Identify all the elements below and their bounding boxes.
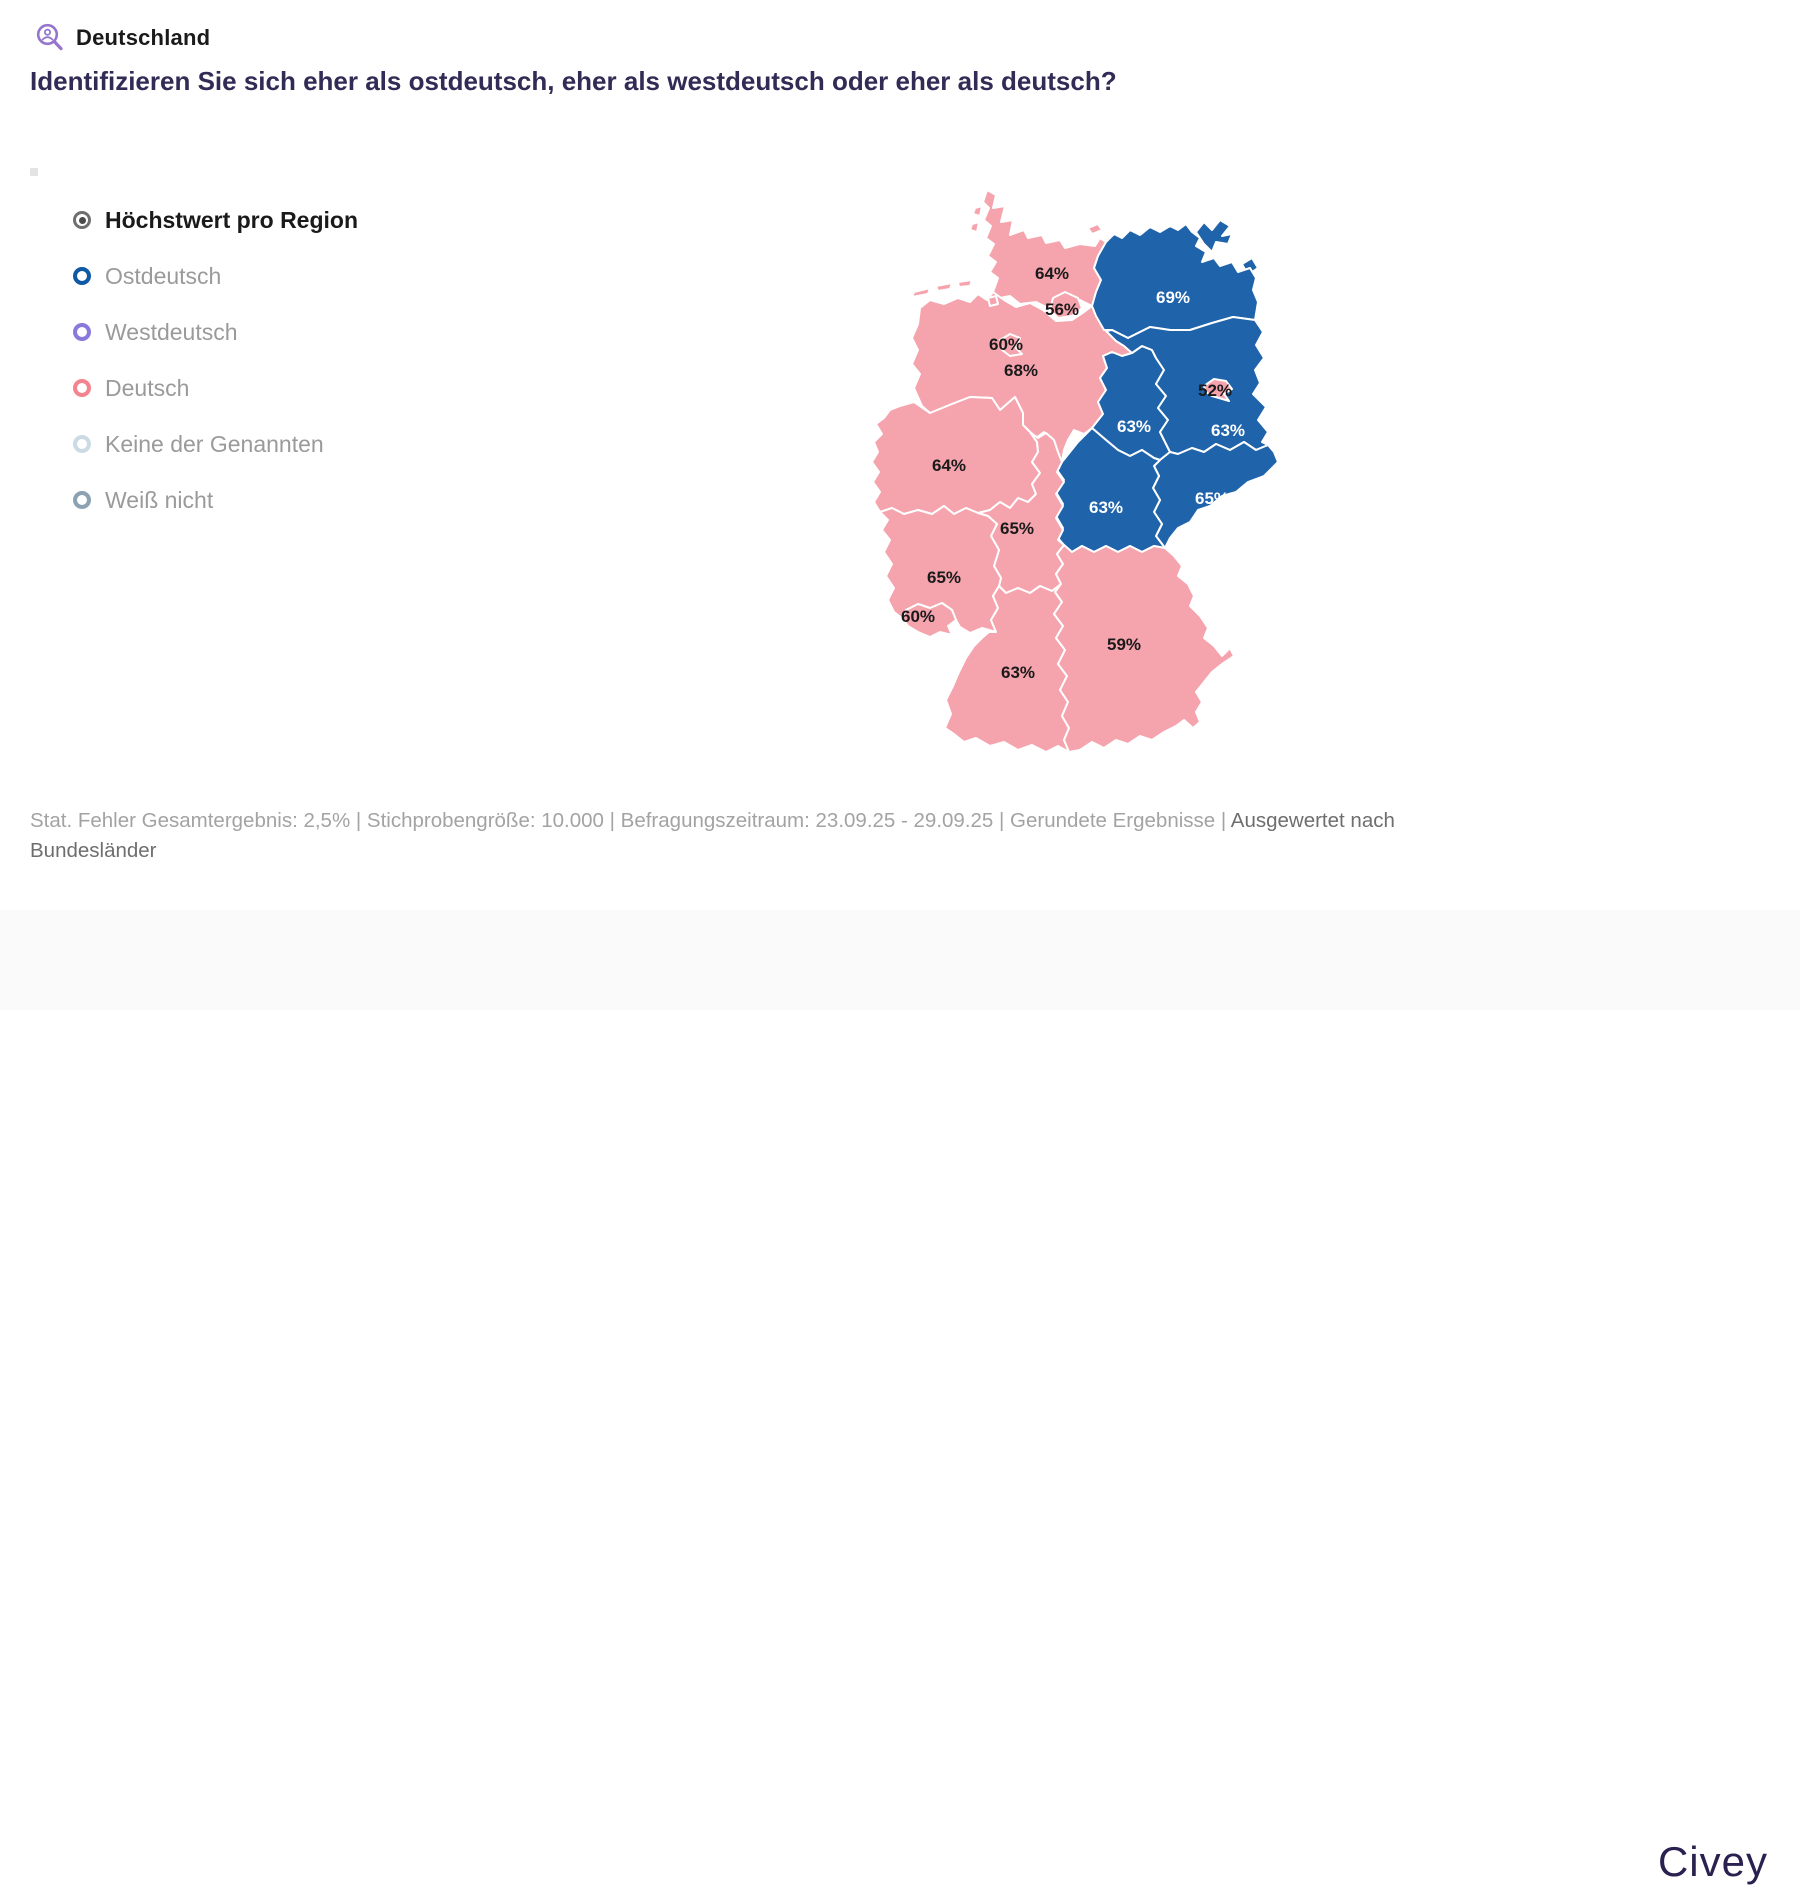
legend-item-keine[interactable]: Keine der Genannten: [73, 430, 358, 457]
ring-icon-weiss-nicht: [73, 491, 91, 509]
poll-question: Identifizieren Sie sich eher als ostdeut…: [30, 66, 1117, 96]
ring-icon-westdeutsch: [73, 323, 91, 341]
person-search-icon: [36, 23, 63, 51]
island: [957, 279, 973, 288]
island: [972, 205, 983, 217]
legend-item-label: Westdeutsch: [105, 318, 238, 345]
legend-item-label: Ostdeutsch: [105, 262, 222, 289]
state-berlin[interactable]: [1203, 378, 1233, 402]
survey-meta: Stat. Fehler Gesamtergebnis: 2,5% | Stic…: [30, 806, 1450, 866]
legend-item-label: Deutsch: [105, 374, 190, 401]
legend-item-weiss-nicht[interactable]: Weiß nicht: [73, 486, 358, 513]
state-schleswig-holstein[interactable]: [982, 189, 1107, 309]
ring-icon-ostdeutsch: [73, 267, 91, 285]
state-hamburg[interactable]: [1049, 291, 1083, 319]
state-rheinland-pfalz[interactable]: [879, 505, 1002, 634]
legend-item-westdeutsch[interactable]: Westdeutsch: [73, 318, 358, 345]
legend-item-label: Keine der Genannten: [105, 430, 324, 457]
legend-item-hoechstwert[interactable]: Höchstwert pro Region: [73, 206, 359, 233]
state-bayern[interactable]: [1053, 544, 1235, 753]
legend: Höchstwert pro Region Ostdeutsch Westdeu…: [73, 206, 359, 544]
legend-item-label: Höchstwert pro Region: [105, 206, 359, 233]
ring-icon-keine: [73, 435, 91, 453]
island: [935, 282, 953, 292]
legend-item-label: Weiß nicht: [105, 486, 214, 513]
survey-stats: Stat. Fehler Gesamtergebnis: 2,5% | Stic…: [30, 809, 1231, 832]
region-title: Deutschland: [76, 25, 211, 50]
evaluated-by-link[interactable]: Ausgewertet nach Bundesländer: [30, 809, 1395, 862]
island: [1087, 223, 1103, 235]
state-mecklenburg-vorpommern[interactable]: [1091, 223, 1259, 339]
legend-item-ostdeutsch[interactable]: Ostdeutsch: [73, 262, 358, 289]
state-saarland[interactable]: [901, 602, 957, 638]
state-bremen[interactable]: [987, 295, 1023, 357]
civey-logo[interactable]: Civey: [1657, 1838, 1768, 1885]
bottom-bar: Civey: [0, 910, 1800, 1885]
island: [969, 221, 980, 233]
island: [911, 287, 931, 298]
drag-handle-dot: [30, 168, 38, 176]
state-nordrhein-westfalen[interactable]: [871, 396, 1041, 515]
island: [1195, 219, 1233, 253]
state-sachsen[interactable]: [1152, 441, 1279, 549]
germany-map: 64%68%56%69%63% 63%52%65%63%64%65%65%60%6…: [871, 189, 1279, 753]
ring-icon-deutsch: [73, 379, 91, 397]
legend-item-deutsch[interactable]: Deutsch: [73, 374, 358, 401]
target-icon: [73, 211, 91, 229]
